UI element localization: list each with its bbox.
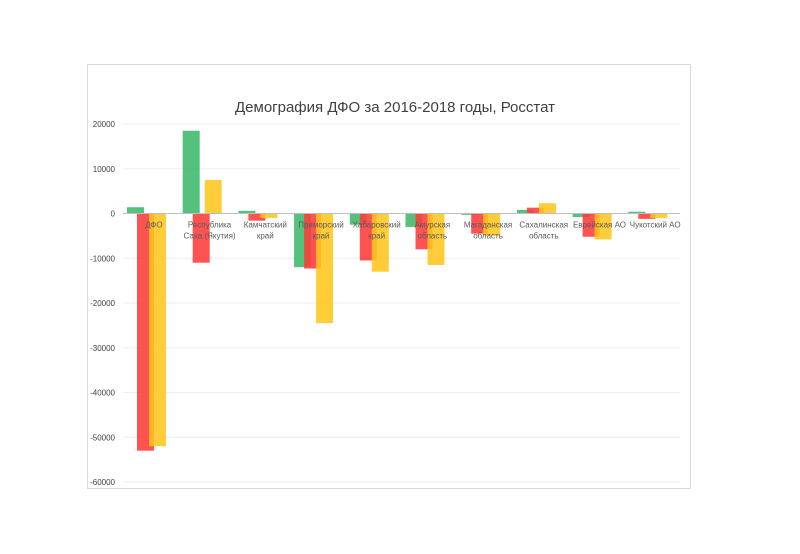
bar-series-2-cat-8 — [526, 207, 544, 214]
bar-series-3-cat-6 — [427, 213, 445, 265]
bar-series-1-cat-2 — [182, 130, 200, 214]
bar-series-3-cat-2 — [204, 179, 222, 214]
bar-series-1-cat-1 — [127, 207, 144, 214]
bar-series-1-cat-10 — [628, 211, 646, 214]
bar-series-3-cat-5 — [371, 213, 389, 272]
y-tick-label: 20000 — [93, 120, 116, 129]
x-tick-label: Сахалинская область — [519, 221, 568, 241]
bar-series-1-cat-3 — [238, 210, 256, 214]
x-tick-label: Чукотский АО — [630, 221, 681, 230]
bar-series-2-cat-10 — [638, 213, 656, 219]
bar-series-1-cat-9 — [572, 213, 590, 218]
bar-series-3-cat-4 — [316, 213, 334, 324]
x-tick-label: Амурская область — [414, 221, 450, 241]
bar-series-1-cat-5 — [349, 213, 367, 225]
bar-series-3-cat-10 — [650, 213, 668, 218]
y-tick-label: 0 — [111, 210, 116, 219]
y-tick-label: -10000 — [90, 254, 115, 263]
y-tick-label: -40000 — [90, 389, 115, 398]
chart-svg: Демография ДФО за 2016-2018 годы, Росста… — [90, 99, 680, 487]
xtick-layer: ДФО Республика Саха (Якутия) Камчатский край… — [145, 221, 680, 241]
x-tick-label: Магаданская область — [464, 221, 512, 241]
bar-series-1-cat-7 — [461, 213, 479, 215]
chart-frame: Демография ДФО за 2016-2018 годы, Росста… — [87, 64, 691, 489]
ytick-layer: 20000 10000 0 -10000 -20000 -30000 -40000 -5000… — [90, 120, 115, 487]
bar-series-3-cat-3 — [260, 213, 278, 218]
bar-series-3-cat-1 — [149, 213, 166, 447]
y-tick-label: 10000 — [93, 165, 116, 174]
bar-layer — [127, 130, 668, 451]
x-tick-label: ДФО — [145, 221, 163, 230]
x-tick-label: Хабаровский край — [353, 221, 401, 241]
y-tick-label: -60000 — [90, 478, 115, 487]
x-tick-label: Республика Саха (Якутия) — [184, 221, 236, 241]
y-tick-label: -50000 — [90, 433, 115, 442]
chart-title: Демография ДФО за 2016-2018 годы, Росста… — [235, 99, 555, 116]
x-tick-label: Еврейская АО — [573, 221, 626, 230]
bar-series-3-cat-7 — [483, 213, 501, 236]
bar-series-3-cat-9 — [594, 213, 612, 240]
y-tick-label: -20000 — [90, 299, 115, 308]
grid-layer — [123, 123, 680, 483]
bar-series-2-cat-2 — [192, 213, 210, 263]
x-tick-label: Камчатский край — [244, 221, 287, 241]
y-tick-label: -30000 — [90, 344, 115, 353]
bar-series-3-cat-8 — [538, 203, 556, 214]
x-tick-label: Приморский край — [298, 221, 344, 241]
bar-series-1-cat-8 — [516, 209, 534, 214]
bar-series-2-cat-3 — [248, 213, 266, 221]
